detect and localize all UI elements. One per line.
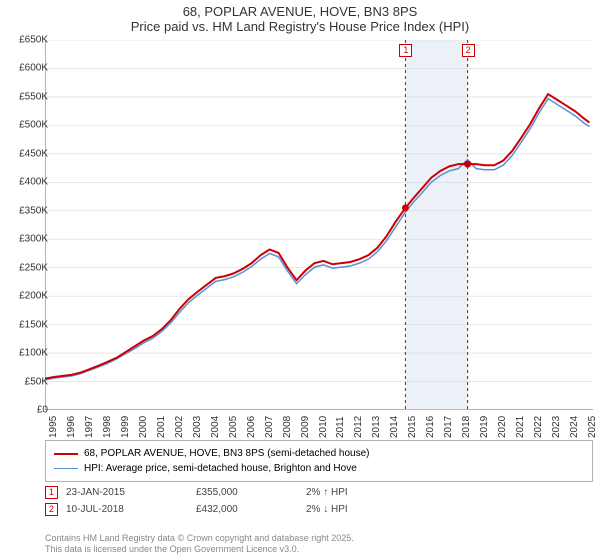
y-tick-label: £50K — [8, 376, 48, 387]
x-tick-label: 2003 — [192, 416, 203, 438]
sale-marker-2: 2 — [45, 503, 58, 516]
legend-swatch-property — [54, 453, 78, 455]
y-tick-label: £650K — [8, 35, 48, 46]
x-tick-label: 2011 — [335, 416, 346, 438]
x-tick-label: 1999 — [120, 416, 131, 438]
x-tick-label: 2019 — [479, 416, 490, 438]
chart-container: 68, POPLAR AVENUE, HOVE, BN3 8PS Price p… — [0, 0, 600, 560]
sale-price: £432,000 — [196, 504, 306, 515]
y-tick-label: £200K — [8, 291, 48, 302]
x-tick-label: 1997 — [84, 416, 95, 438]
table-row: 1 23-JAN-2015 £355,000 2% ↑ HPI — [45, 484, 396, 501]
x-tick-label: 2020 — [497, 416, 508, 438]
x-tick-label: 2005 — [228, 416, 239, 438]
x-tick-label: 1995 — [48, 416, 59, 438]
x-tick-label: 2018 — [461, 416, 472, 438]
x-tick-label: 2015 — [407, 416, 418, 438]
y-tick-label: £450K — [8, 148, 48, 159]
x-tick-label: 2023 — [551, 416, 562, 438]
x-tick-label: 1998 — [102, 416, 113, 438]
x-tick-label: 2007 — [264, 416, 275, 438]
chart-marker-box: 2 — [462, 44, 475, 57]
sales-table: 1 23-JAN-2015 £355,000 2% ↑ HPI 2 10-JUL… — [45, 484, 396, 518]
y-tick-label: £500K — [8, 120, 48, 131]
x-tick-label: 2021 — [515, 416, 526, 438]
x-tick-label: 2002 — [174, 416, 185, 438]
sale-date: 23-JAN-2015 — [66, 487, 196, 498]
sale-price: £355,000 — [196, 487, 306, 498]
x-tick-label: 2000 — [138, 416, 149, 438]
x-tick-label: 2014 — [389, 416, 400, 438]
table-row: 2 10-JUL-2018 £432,000 2% ↓ HPI — [45, 501, 396, 518]
x-tick-label: 2009 — [300, 416, 311, 438]
y-tick-label: £100K — [8, 348, 48, 359]
chart-svg — [45, 40, 593, 410]
x-tick-label: 2016 — [425, 416, 436, 438]
y-tick-label: £350K — [8, 205, 48, 216]
x-tick-label: 2012 — [353, 416, 364, 438]
legend-swatch-hpi — [54, 468, 78, 469]
footer-attribution: Contains HM Land Registry data © Crown c… — [45, 533, 354, 556]
y-tick-label: £550K — [8, 91, 48, 102]
chart-title-subtitle: Price paid vs. HM Land Registry's House … — [0, 19, 600, 40]
y-tick-label: £250K — [8, 262, 48, 273]
sale-marker-1: 1 — [45, 486, 58, 499]
legend-row-hpi: HPI: Average price, semi-detached house,… — [54, 461, 584, 476]
y-tick-label: £300K — [8, 234, 48, 245]
y-tick-label: £400K — [8, 177, 48, 188]
x-tick-label: 2006 — [246, 416, 257, 438]
legend-label-hpi: HPI: Average price, semi-detached house,… — [84, 463, 357, 474]
x-tick-label: 2008 — [282, 416, 293, 438]
x-tick-label: 1996 — [66, 416, 77, 438]
sale-date: 10-JUL-2018 — [66, 504, 196, 515]
footer-line1: Contains HM Land Registry data © Crown c… — [45, 533, 354, 545]
legend-label-property: 68, POPLAR AVENUE, HOVE, BN3 8PS (semi-d… — [84, 448, 370, 459]
sale-change: 2% ↓ HPI — [306, 504, 396, 515]
y-tick-label: £150K — [8, 319, 48, 330]
x-tick-label: 2013 — [371, 416, 382, 438]
x-tick-label: 2010 — [318, 416, 329, 438]
chart-plot-area: 12 — [45, 40, 593, 410]
x-tick-label: 2022 — [533, 416, 544, 438]
x-tick-label: 2017 — [443, 416, 454, 438]
x-tick-label: 2001 — [156, 416, 167, 438]
legend-row-property: 68, POPLAR AVENUE, HOVE, BN3 8PS (semi-d… — [54, 446, 584, 461]
y-tick-label: £0 — [8, 405, 48, 416]
chart-marker-box: 1 — [399, 44, 412, 57]
chart-title-address: 68, POPLAR AVENUE, HOVE, BN3 8PS — [0, 0, 600, 19]
footer-line2: This data is licensed under the Open Gov… — [45, 544, 354, 556]
x-tick-label: 2024 — [569, 416, 580, 438]
x-tick-label: 2004 — [210, 416, 221, 438]
x-tick-label: 2025 — [587, 416, 598, 438]
sale-change: 2% ↑ HPI — [306, 487, 396, 498]
y-tick-label: £600K — [8, 63, 48, 74]
legend-box: 68, POPLAR AVENUE, HOVE, BN3 8PS (semi-d… — [45, 440, 593, 482]
